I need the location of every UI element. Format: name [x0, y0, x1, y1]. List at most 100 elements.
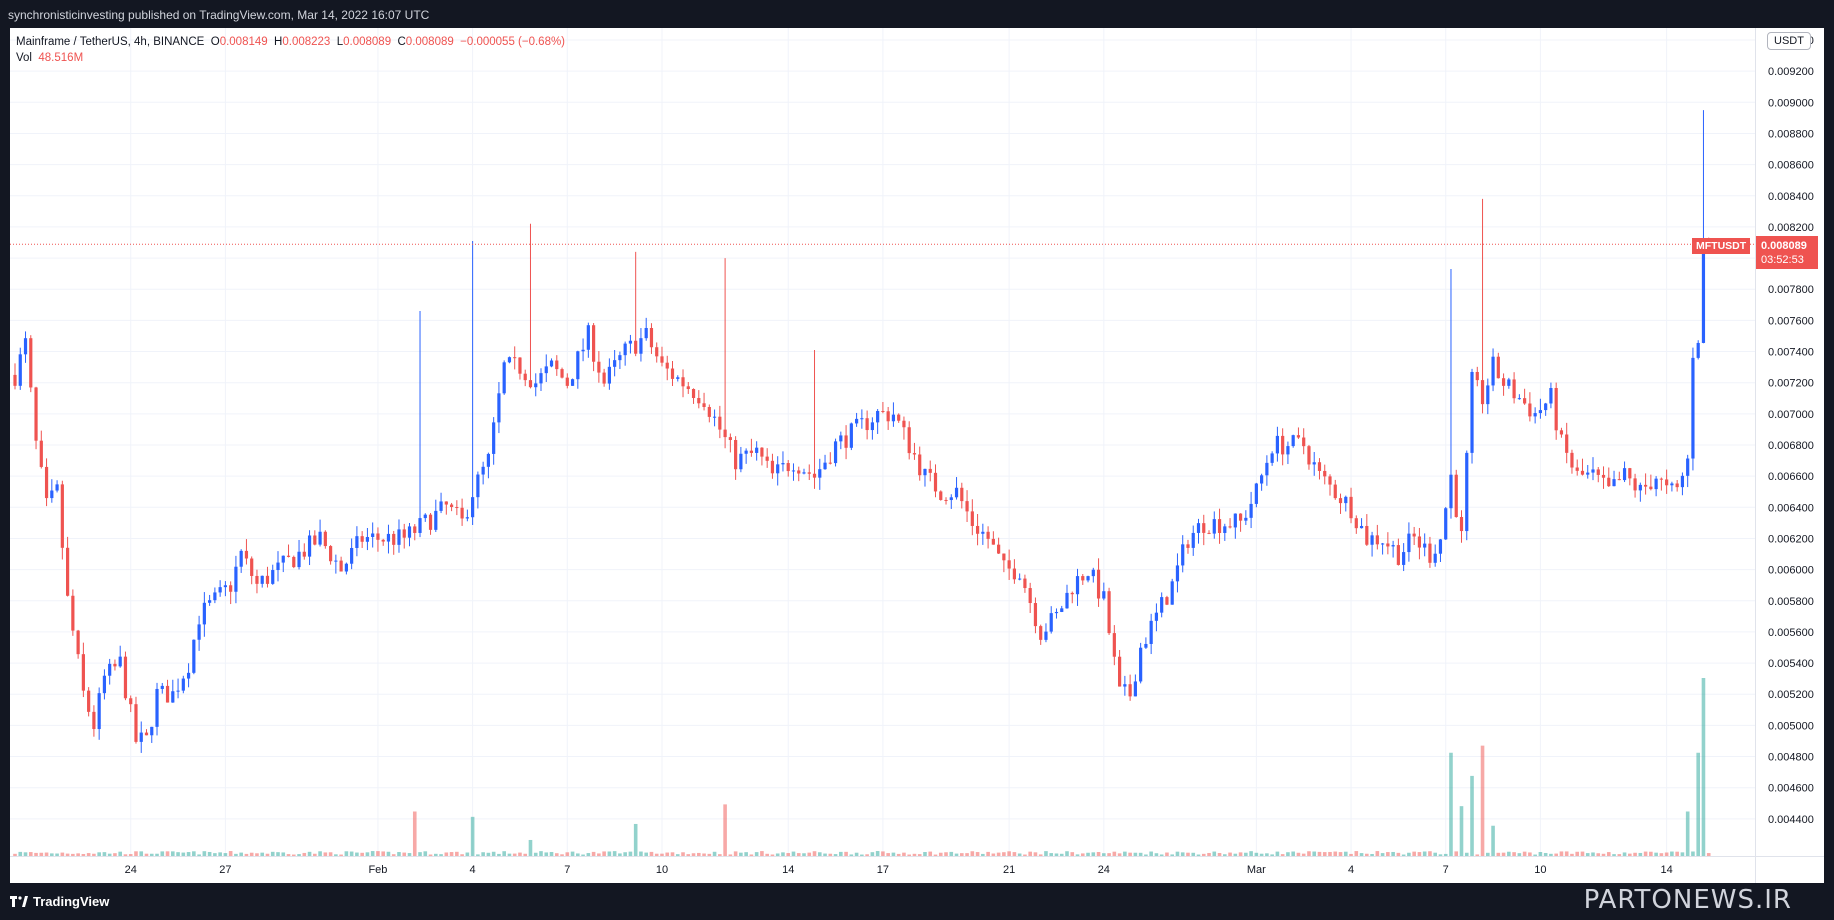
candle-body[interactable] [129, 698, 133, 705]
candle-body[interactable] [1480, 380, 1485, 405]
candle-body[interactable] [1570, 452, 1574, 468]
candle-body[interactable] [1028, 588, 1032, 604]
candle-body[interactable] [397, 529, 401, 545]
candle-body[interactable] [1670, 483, 1674, 486]
candle-body[interactable] [1386, 543, 1390, 547]
currency-badge[interactable]: USDT [1767, 32, 1811, 50]
candle-body[interactable] [1044, 631, 1048, 640]
candle-body[interactable] [1402, 552, 1406, 565]
candle-body[interactable] [613, 360, 617, 367]
candle-body[interactable] [292, 556, 296, 568]
candle-body[interactable] [660, 356, 664, 363]
candle-body[interactable] [965, 501, 969, 512]
candle-body[interactable] [1007, 560, 1011, 569]
candle-body[interactable] [1496, 356, 1500, 379]
candle-body[interactable] [165, 685, 170, 703]
candle-body[interactable] [1365, 525, 1369, 545]
candle-body[interactable] [639, 338, 643, 354]
candle-body[interactable] [670, 368, 675, 379]
legend-symbol[interactable]: Mainframe / TetherUS, 4h, BINANCE [16, 36, 205, 48]
candle-body[interactable] [586, 325, 590, 350]
candle-body[interactable] [634, 340, 638, 354]
candle-body[interactable] [1459, 517, 1464, 532]
candle-body[interactable] [1323, 470, 1327, 477]
candle-body[interactable] [97, 693, 101, 730]
candle-body[interactable] [1296, 435, 1301, 438]
candle-body[interactable] [797, 470, 801, 474]
candle-body[interactable] [1675, 483, 1679, 488]
candle-body[interactable] [1260, 475, 1264, 484]
candle-body[interactable] [1423, 543, 1427, 548]
candle-body[interactable] [1612, 479, 1616, 487]
candle-body[interactable] [476, 474, 480, 498]
candle-body[interactable] [923, 468, 927, 476]
candle-body[interactable] [949, 497, 953, 501]
candle-body[interactable] [92, 711, 96, 730]
candle-body[interactable] [323, 531, 327, 547]
candle-body[interactable] [1065, 592, 1069, 609]
candle-body[interactable] [1470, 371, 1474, 453]
candle-body[interactable] [123, 656, 128, 699]
candle-body[interactable] [371, 533, 375, 537]
candle-body[interactable] [602, 372, 606, 384]
candle-body[interactable] [1381, 543, 1385, 545]
candle-body[interactable] [1018, 578, 1022, 580]
candle-body[interactable] [1081, 576, 1085, 581]
candle-body[interactable] [1023, 578, 1027, 589]
candle-body[interactable] [423, 514, 427, 519]
candle-body[interactable] [1633, 478, 1637, 491]
candle-body[interactable] [555, 360, 559, 370]
candle-body[interactable] [1270, 453, 1274, 463]
candle-body[interactable] [1507, 379, 1511, 386]
candle-body[interactable] [749, 450, 753, 453]
candle-body[interactable] [434, 510, 438, 530]
candle-body[interactable] [192, 639, 196, 673]
candle-body[interactable] [697, 398, 701, 404]
candle-body[interactable] [860, 418, 864, 420]
candle-body[interactable] [912, 453, 917, 455]
candle-body[interactable] [1349, 496, 1353, 519]
candle-body[interactable] [471, 497, 475, 518]
candle-body[interactable] [1049, 613, 1053, 632]
candle-body[interactable] [1338, 498, 1343, 504]
candle-body[interactable] [1002, 553, 1006, 561]
candle-body[interactable] [1565, 434, 1569, 453]
candle-body[interactable] [1254, 483, 1258, 504]
candle-body[interactable] [497, 393, 501, 423]
candle-body[interactable] [1617, 479, 1621, 481]
candle-body[interactable] [828, 462, 832, 464]
candle-body[interactable] [907, 427, 911, 454]
candle-body[interactable] [144, 732, 149, 736]
candle-body[interactable] [1549, 388, 1553, 404]
candle-body[interactable] [302, 551, 306, 557]
candle-body[interactable] [944, 499, 948, 501]
candle-body[interactable] [939, 491, 943, 500]
candle-body[interactable] [1118, 656, 1122, 687]
candle-body[interactable] [60, 484, 64, 548]
candle-body[interactable] [970, 511, 974, 526]
candle-body[interactable] [1091, 569, 1095, 577]
candle-body[interactable] [649, 327, 654, 348]
candle-body[interactable] [344, 563, 348, 572]
candle-body[interactable] [1233, 513, 1237, 528]
candle-body[interactable] [623, 343, 627, 356]
candle-body[interactable] [171, 691, 175, 703]
chart-frame[interactable]: 0.0094000.0092000.0090000.0088000.008600… [10, 28, 1824, 883]
candle-body[interactable] [449, 504, 454, 508]
candle-body[interactable] [160, 685, 164, 689]
candle-body[interactable] [655, 347, 659, 357]
candle-body[interactable] [1575, 467, 1579, 471]
candle-body[interactable] [1665, 479, 1669, 486]
candle-body[interactable] [1096, 569, 1101, 599]
candle-body[interactable] [139, 732, 143, 742]
candle-body[interactable] [776, 464, 780, 474]
candle-body[interactable] [1659, 478, 1663, 480]
candle-body[interactable] [81, 654, 85, 691]
candle-body[interactable] [1302, 437, 1306, 447]
candle-body[interactable] [802, 472, 806, 474]
candle-body[interactable] [1601, 474, 1606, 478]
candle-body[interactable] [839, 435, 843, 442]
candle-body[interactable] [1486, 385, 1490, 405]
candle-body[interactable] [1680, 475, 1685, 488]
candle-body[interactable] [744, 450, 748, 454]
